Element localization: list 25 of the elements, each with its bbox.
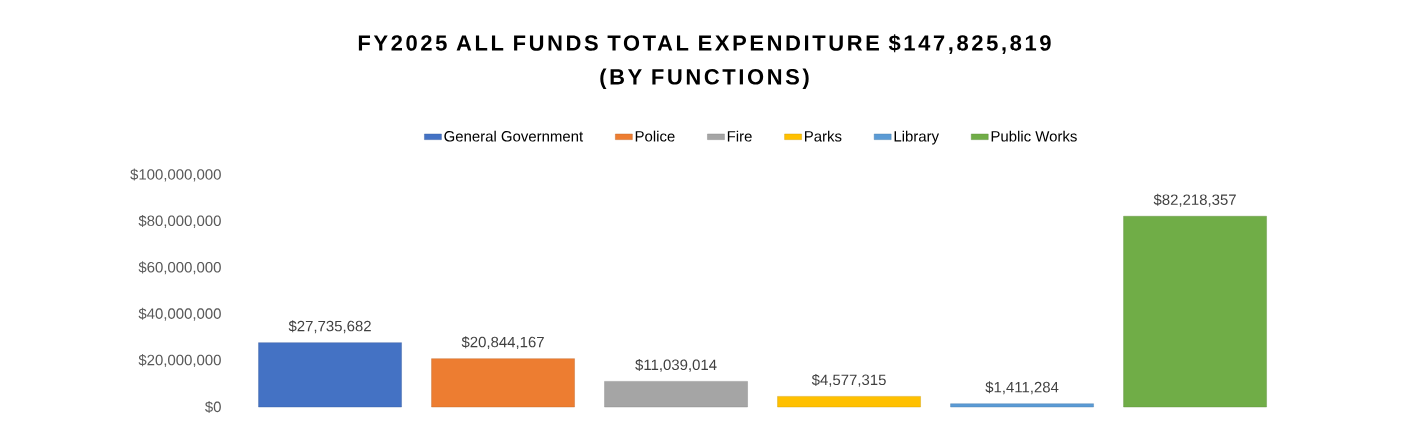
bar — [431, 358, 575, 408]
data-label: $82,218,357 — [1153, 193, 1236, 207]
data-label: $11,039,014 — [635, 358, 717, 372]
y-tick-label: $20,000,000 — [138, 354, 221, 368]
y-tick-label: $40,000,000 — [138, 307, 221, 321]
bar — [777, 396, 921, 408]
data-label: $1,411,284 — [985, 381, 1059, 395]
y-tick-label: $100,000,000 — [130, 168, 221, 182]
y-tick-label: $60,000,000 — [138, 261, 221, 275]
y-tick-label: $80,000,000 — [138, 214, 221, 228]
bar — [950, 403, 1094, 408]
data-label: $20,844,167 — [461, 336, 544, 350]
legend-label: Public Works — [991, 130, 1077, 142]
data-label: $27,735,682 — [288, 320, 371, 334]
y-tick-label: $0 — [205, 400, 221, 414]
bar — [258, 342, 402, 408]
bar — [1123, 216, 1267, 408]
legend-label: Fire — [727, 130, 752, 142]
data-label: $4,577,315 — [811, 373, 886, 387]
legend-label: Library — [894, 130, 940, 145]
bar — [604, 381, 748, 408]
legend-label: General Government — [444, 130, 584, 142]
chart-title: FY2025 ALL FUNDS TOTAL EXPENDITURE $147,825,819 (BY FUNCTIONS) — [358, 34, 1051, 89]
legend-label: Police — [635, 130, 675, 142]
legend-label: Parks — [805, 130, 842, 142]
